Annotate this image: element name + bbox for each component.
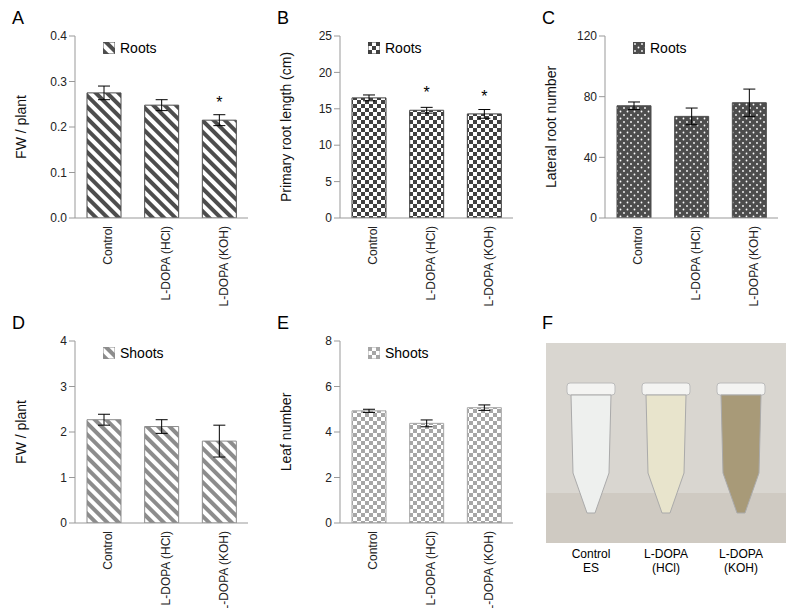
- html-text:Control: Control: [571, 547, 611, 561]
- svg-text:L-DOPA (KOH): L-DOPA (KOH): [482, 226, 496, 306]
- svg-text:0.3: 0.3: [50, 75, 67, 89]
- svg-text:4: 4: [60, 334, 67, 348]
- svg-text:2: 2: [60, 425, 67, 439]
- html-text:D: D: [12, 313, 25, 333]
- html-text:A: A: [12, 8, 24, 28]
- svg-text:Leaf number: Leaf number: [278, 392, 294, 471]
- svg-text:6: 6: [325, 380, 332, 394]
- svg-text:0.1: 0.1: [50, 166, 67, 180]
- svg-text:*: *: [424, 84, 430, 101]
- svg-text:3: 3: [60, 380, 67, 394]
- html-text:L-DOPA: L-DOPA: [644, 547, 688, 561]
- html-text:F: F: [542, 313, 553, 333]
- svg-text:Control: Control: [366, 226, 380, 265]
- svg-text:1: 1: [60, 471, 67, 485]
- html-text:E: E: [277, 313, 289, 333]
- svg-text:L-DOPA (KOH): L-DOPA (KOH): [217, 226, 231, 306]
- svg-text:20: 20: [319, 66, 333, 80]
- svg-text:L-DOPA (HCl): L-DOPA (HCl): [424, 531, 438, 605]
- html-text:Shoots: Shoots: [120, 345, 164, 361]
- svg-text:Control: Control: [101, 226, 115, 265]
- svg-text:L-DOPA (HCl): L-DOPA (HCl): [159, 531, 173, 605]
- svg-text:40: 40: [584, 151, 598, 165]
- svg-text:0.0: 0.0: [50, 211, 67, 225]
- svg-text:L-DOPA (HCl): L-DOPA (HCl): [689, 226, 703, 300]
- svg-text:L-DOPA (KOH): L-DOPA (KOH): [482, 531, 496, 608]
- svg-text:15: 15: [319, 102, 333, 116]
- html-text:Shoots: Shoots: [385, 345, 429, 361]
- svg-text:0: 0: [590, 211, 597, 225]
- svg-text:80: 80: [584, 90, 598, 104]
- svg-text:L-DOPA (KOH): L-DOPA (KOH): [747, 226, 761, 306]
- html-text:Roots: Roots: [650, 40, 687, 56]
- html-text:B: B: [277, 8, 289, 28]
- svg-text:2: 2: [325, 471, 332, 485]
- svg-text:25: 25: [319, 29, 333, 43]
- svg-text:8: 8: [325, 334, 332, 348]
- html-text:Roots: Roots: [385, 40, 422, 56]
- svg-text:L-DOPA (HCl): L-DOPA (HCl): [159, 226, 173, 300]
- svg-text:120: 120: [577, 29, 597, 43]
- html-text:(HCl): (HCl): [652, 561, 680, 575]
- svg-text:0.4: 0.4: [50, 29, 67, 43]
- svg-text:Control: Control: [101, 531, 115, 570]
- svg-text:0: 0: [325, 516, 332, 530]
- html-text:(KOH): (KOH): [724, 561, 758, 575]
- svg-text:10: 10: [319, 138, 333, 152]
- html-text:L-DOPA: L-DOPA: [719, 547, 763, 561]
- svg-text:Primary root length (cm): Primary root length (cm): [278, 52, 294, 202]
- html-text:ES: ES: [583, 561, 599, 575]
- svg-text:*: *: [481, 88, 487, 105]
- svg-text:5: 5: [325, 175, 332, 189]
- svg-text:4: 4: [325, 425, 332, 439]
- svg-text:L-DOPA (HCl): L-DOPA (HCl): [424, 226, 438, 300]
- svg-text:FW / plant: FW / plant: [13, 95, 29, 159]
- html-text:C: C: [542, 8, 555, 28]
- svg-text:Control: Control: [366, 531, 380, 570]
- svg-text:0: 0: [60, 516, 67, 530]
- html-text:Roots: Roots: [120, 40, 157, 56]
- svg-text:L-DOPA (KOH): L-DOPA (KOH): [217, 531, 231, 608]
- svg-text:Control: Control: [631, 226, 645, 265]
- svg-text:0: 0: [325, 211, 332, 225]
- svg-text:FW / plant: FW / plant: [13, 400, 29, 464]
- svg-text:0.2: 0.2: [50, 120, 67, 134]
- svg-text:Lateral root number: Lateral root number: [543, 66, 559, 189]
- svg-text:*: *: [216, 94, 222, 111]
